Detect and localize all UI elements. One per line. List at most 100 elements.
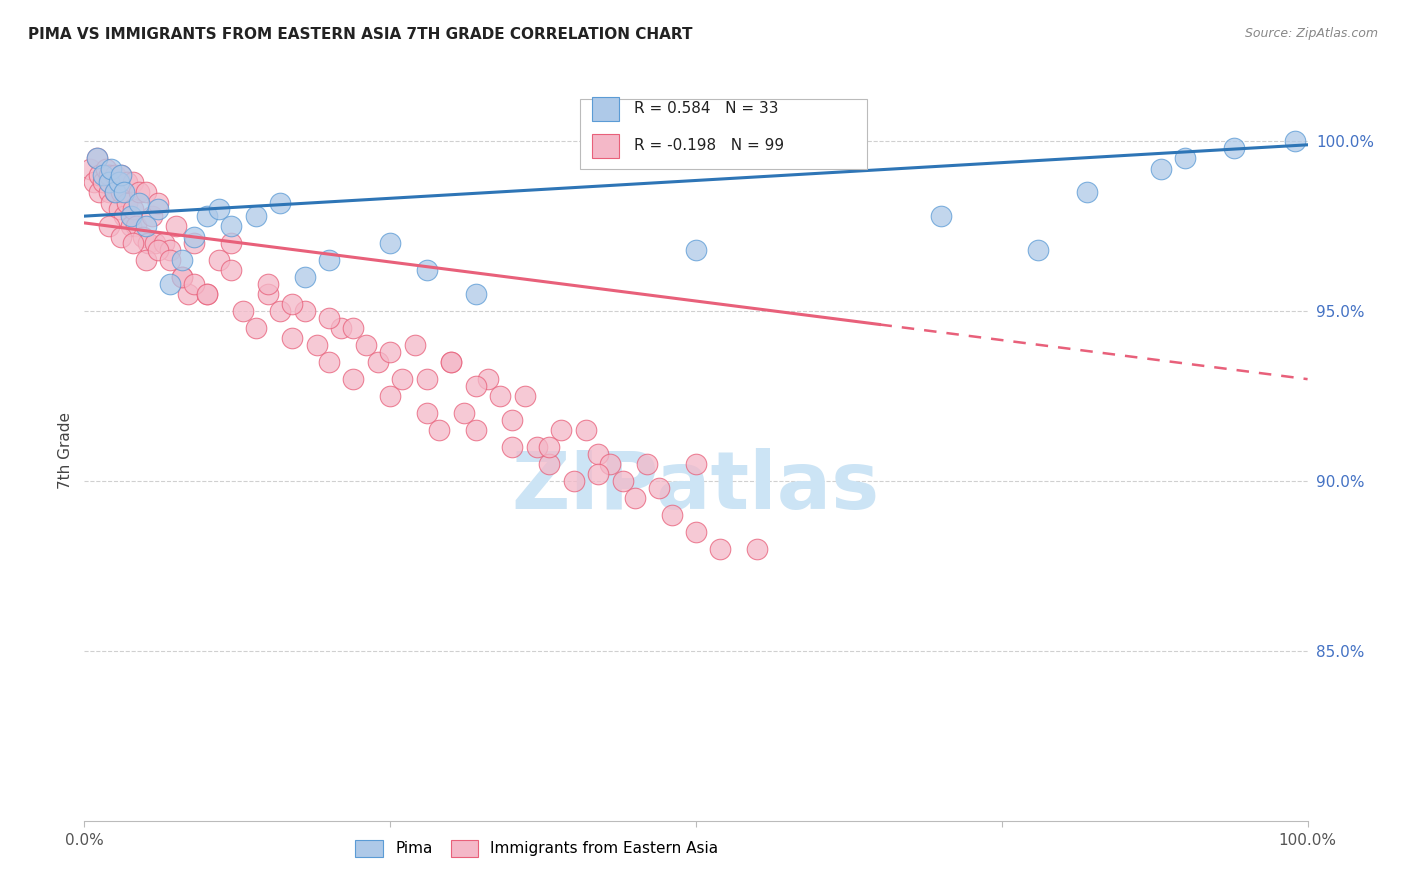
Point <box>416 406 439 420</box>
Point <box>86 152 108 166</box>
Point <box>112 186 135 200</box>
Point <box>294 270 316 285</box>
Point <box>685 243 707 257</box>
Text: PIMA VS IMMIGRANTS FROM EASTERN ASIA 7TH GRADE CORRELATION CHART: PIMA VS IMMIGRANTS FROM EASTERN ASIA 7TH… <box>28 27 693 42</box>
Point <box>269 195 291 210</box>
Point <box>1223 141 1246 155</box>
Point <box>502 440 524 454</box>
Point <box>91 169 114 183</box>
Point <box>208 253 231 268</box>
Point <box>440 355 463 369</box>
Point <box>245 321 267 335</box>
Point <box>208 202 231 217</box>
Point <box>709 541 731 556</box>
Point <box>318 253 340 268</box>
Point <box>219 263 242 277</box>
Point <box>146 243 169 257</box>
Point <box>183 277 205 291</box>
Point <box>87 169 110 183</box>
Point <box>159 253 181 268</box>
Point <box>122 175 145 189</box>
Point <box>526 440 548 454</box>
Point <box>661 508 683 522</box>
Point <box>685 524 707 539</box>
Legend: Pima, Immigrants from Eastern Asia: Pima, Immigrants from Eastern Asia <box>347 832 727 865</box>
Point <box>146 195 169 210</box>
Point <box>183 229 205 244</box>
Point <box>141 209 163 223</box>
Point <box>1076 186 1098 200</box>
Point <box>464 379 486 393</box>
Point <box>257 287 280 301</box>
Point <box>128 186 150 200</box>
Point <box>110 229 132 244</box>
Point <box>122 236 145 251</box>
Point <box>464 423 486 437</box>
Point <box>294 304 316 318</box>
Point <box>318 355 340 369</box>
Point <box>104 186 127 200</box>
Point <box>648 481 671 495</box>
Point <box>612 474 634 488</box>
Point <box>135 253 157 268</box>
Point <box>132 229 155 244</box>
Point <box>112 209 135 223</box>
Point <box>104 169 127 183</box>
Point <box>159 243 181 257</box>
Point <box>586 447 609 461</box>
Point <box>110 186 132 200</box>
Point <box>380 389 402 403</box>
Point <box>115 195 138 210</box>
Point <box>110 169 132 183</box>
Point <box>1150 161 1173 176</box>
Point <box>586 467 609 482</box>
Point <box>550 423 572 437</box>
Text: Source: ZipAtlas.com: Source: ZipAtlas.com <box>1244 27 1378 40</box>
Point <box>79 161 101 176</box>
Point <box>146 202 169 217</box>
Point <box>219 236 242 251</box>
Point <box>135 219 157 234</box>
Point <box>120 219 142 234</box>
Point <box>305 338 328 352</box>
Point <box>685 457 707 471</box>
Point <box>97 186 120 200</box>
Point <box>159 277 181 291</box>
Point <box>219 219 242 234</box>
Point <box>380 236 402 251</box>
Point <box>135 186 157 200</box>
Point <box>172 270 194 285</box>
Point <box>107 202 129 217</box>
Point <box>195 209 218 223</box>
Point <box>440 355 463 369</box>
Point <box>245 209 267 223</box>
Point <box>929 209 952 223</box>
Point <box>562 474 585 488</box>
Point <box>172 253 194 268</box>
Point <box>128 195 150 210</box>
Point <box>183 236 205 251</box>
Point <box>87 186 110 200</box>
Point <box>83 175 105 189</box>
Point <box>100 195 122 210</box>
Text: R = 0.584   N = 33: R = 0.584 N = 33 <box>634 102 778 116</box>
Point <box>538 457 561 471</box>
Point <box>91 175 114 189</box>
Point <box>195 287 218 301</box>
Point <box>110 169 132 183</box>
Point <box>624 491 647 505</box>
Point <box>172 270 194 285</box>
Point <box>269 304 291 318</box>
Y-axis label: 7th Grade: 7th Grade <box>58 412 73 489</box>
Point <box>153 236 176 251</box>
Text: R = -0.198   N = 99: R = -0.198 N = 99 <box>634 138 783 153</box>
Point <box>86 152 108 166</box>
FancyBboxPatch shape <box>592 134 619 158</box>
Point <box>115 175 138 189</box>
Point <box>1028 243 1050 257</box>
Point <box>636 457 658 471</box>
Point <box>195 287 218 301</box>
Point <box>136 236 159 251</box>
Point <box>464 287 486 301</box>
Point <box>97 219 120 234</box>
